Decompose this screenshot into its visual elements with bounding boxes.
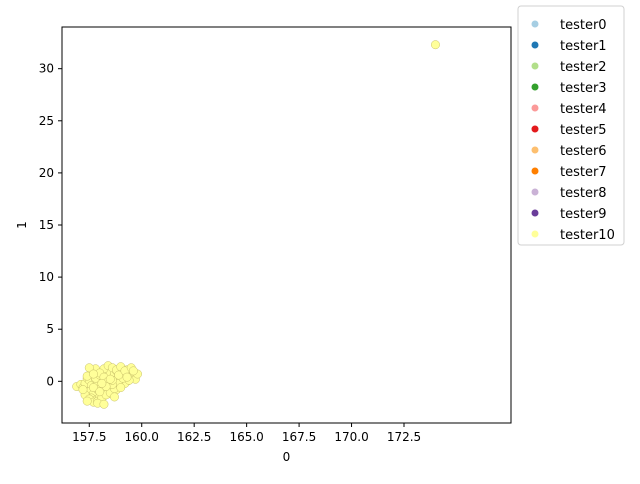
x-tick-label: 162.5 <box>177 430 211 444</box>
legend-marker <box>531 83 539 91</box>
legend-label: tester2 <box>560 60 607 75</box>
legend-label: tester1 <box>560 39 607 54</box>
legend-label: tester7 <box>560 165 607 180</box>
legend-label: tester0 <box>560 18 607 33</box>
data-point <box>78 385 88 395</box>
legend-label: tester8 <box>560 186 607 201</box>
plot-frame <box>61 26 512 424</box>
legend-label: tester3 <box>560 81 607 96</box>
legend-label: tester4 <box>560 102 607 117</box>
legend-marker <box>531 209 539 217</box>
legend-marker <box>531 167 539 175</box>
data-point <box>97 378 107 388</box>
y-tick-label: 0 <box>46 374 54 388</box>
data-point <box>114 370 124 380</box>
data-point <box>110 392 119 402</box>
legend-label: tester6 <box>560 144 607 159</box>
data-point <box>116 383 126 393</box>
data-point <box>82 396 92 406</box>
y-tick-label: 15 <box>39 218 54 232</box>
legend-marker <box>531 62 539 70</box>
legend: tester0 tester1 tester2 tester3 tester4 teste… <box>517 5 625 246</box>
x-tick-label: 172.5 <box>387 430 421 444</box>
x-tick-label: 167.5 <box>282 430 316 444</box>
x-tick-label: 165.0 <box>229 430 263 444</box>
data-point <box>99 399 109 409</box>
legend-label: tester5 <box>560 123 607 138</box>
legend-marker <box>531 104 539 112</box>
y-axis: 0 5 10 15 20 25 30 <box>39 62 62 388</box>
data-point <box>105 374 115 384</box>
legend-box <box>517 5 625 246</box>
data-point <box>95 387 105 397</box>
x-axis: 157.5 160.0 162.5 165.0 167.5 170.0 172.5 <box>72 423 421 444</box>
data-point <box>122 372 132 382</box>
y-tick-label: 10 <box>39 270 54 284</box>
data-point <box>89 383 98 393</box>
y-tick-label: 20 <box>39 166 54 180</box>
legend-label: tester10 <box>560 228 615 243</box>
points-layer <box>72 40 440 409</box>
x-axis-label: 0 <box>283 450 291 464</box>
y-tick-label: 25 <box>39 114 54 128</box>
x-tick-label: 160.0 <box>125 430 159 444</box>
legend-marker <box>531 230 539 238</box>
data-point <box>431 40 440 50</box>
data-point <box>84 363 94 373</box>
y-axis-label: 1 <box>15 221 29 229</box>
legend-marker <box>531 188 539 196</box>
y-tick-label: 5 <box>46 322 54 336</box>
y-tick-label: 30 <box>39 62 54 76</box>
legend-marker <box>531 125 539 133</box>
x-tick-label: 157.5 <box>72 430 106 444</box>
data-point <box>89 369 98 379</box>
data-point <box>128 366 138 376</box>
legend-marker <box>531 41 539 49</box>
legend-label: tester9 <box>560 207 607 222</box>
legend-marker <box>531 20 539 28</box>
x-tick-label: 170.0 <box>334 430 368 444</box>
legend-marker <box>531 146 539 154</box>
